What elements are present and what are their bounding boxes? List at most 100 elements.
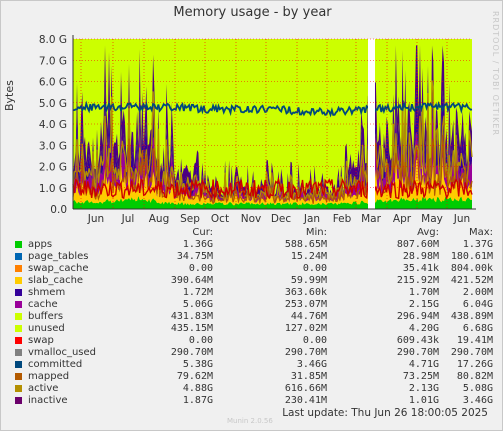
legend-min: 253.07M (284, 299, 327, 310)
legend-swatch (15, 397, 22, 404)
legend-avg: 1.70M (408, 287, 439, 298)
y-tick-label: 7.0 G (39, 55, 67, 67)
legend-row-vmalloc-used: vmalloc_used 290.70M 290.70M 290.70M 290.70M (15, 347, 497, 359)
x-tick-label: Apr (393, 213, 412, 225)
y-tick-label: 6.0 G (39, 77, 67, 89)
x-tick-label: Feb (333, 213, 352, 225)
plot-area: 0.0 1.0 G 2.0 G 3.0 G 4.0 G 5.0 G 6.0 G 7.0 G 8.… (39, 34, 476, 225)
legend-row-unused: unused 435.15M 127.02M 4.20G 6.68G (15, 323, 497, 335)
legend-swatch (15, 361, 22, 368)
y-tick-label: 4.0 G (39, 119, 67, 131)
legend-row-swap-cache: swap_cache 0.00 0.00 35.41k 804.00k (15, 263, 497, 275)
legend-cur: 290.70M (170, 347, 213, 358)
legend-name: apps (28, 239, 53, 250)
chart-title: Memory usage - by year (173, 5, 332, 20)
legend-max: 180.61M (450, 251, 493, 262)
legend-swatch (15, 277, 22, 284)
legend-avg: 4.20G (408, 323, 439, 334)
legend-avg: 28.98M (402, 251, 439, 262)
y-tick-label: 0.0 (50, 204, 67, 216)
legend-min: 31.85M (290, 371, 327, 382)
y-tick-label: 3.0 G (39, 140, 67, 152)
legend-row-active: active 4.88G 616.66M 2.13G 5.08G (15, 383, 497, 395)
y-tick-label: 2.0 G (39, 162, 67, 174)
x-tick-label: Jun (453, 213, 470, 225)
legend-min: 588.65M (284, 239, 327, 250)
legend-max: 19.41M (456, 335, 493, 346)
legend-header-cur: Cur: (192, 227, 213, 238)
legend-swatch (15, 289, 22, 296)
x-tick-label: Sep (180, 213, 200, 225)
series-committed-line (73, 99, 473, 118)
legend-row-committed: committed 5.38G 3.46G 4.71G 17.26G (15, 359, 497, 371)
x-tick-label: Dec (271, 213, 292, 225)
legend-avg: 2.13G (408, 383, 439, 394)
x-tick-label: Jan (303, 213, 320, 225)
legend-swatch (15, 349, 22, 356)
legend-header-max: Max: (468, 227, 493, 238)
x-tick-label: Aug (149, 213, 170, 225)
legend-max: 6.68G (462, 323, 493, 334)
legend-name: committed (28, 359, 83, 370)
legend-cur: 390.64M (170, 275, 213, 286)
legend-name: buffers (28, 311, 64, 322)
x-tick-label: May (421, 213, 443, 225)
legend-cur: 5.38G (182, 359, 213, 370)
legend-avg: 609.43k (396, 335, 439, 346)
legend-header-min: Min: (305, 227, 327, 238)
legend-avg: 296.94M (396, 311, 439, 322)
legend-max: 2.00M (462, 287, 493, 298)
series-cache-top-area (73, 45, 472, 200)
legend-avg: 290.70M (396, 347, 439, 358)
legend-header: Cur: Min: Avg: Max: (15, 227, 497, 239)
legend-cur: 34.75M (176, 251, 213, 262)
legend-cur: 0.00 (188, 335, 213, 346)
legend-swatch (15, 241, 22, 248)
legend-name: vmalloc_used (28, 347, 97, 358)
legend-row-swap: swap 0.00 0.00 609.43k 19.41M (15, 335, 497, 347)
legend-max: 290.70M (450, 347, 493, 358)
legend-max: 804.00k (450, 263, 493, 274)
legend-min: 363.60k (284, 287, 327, 298)
legend-swatch (15, 301, 22, 308)
legend-cur: 431.83M (170, 311, 213, 322)
legend-avg: 35.41k (402, 263, 439, 274)
legend-row-slab-cache: slab_cache 390.64M 59.99M 215.92M 421.52M (15, 275, 497, 287)
legend: Cur: Min: Avg: Max: apps 1.36G 588.65M 807.… (15, 227, 497, 407)
legend-row-cache: cache 5.06G 253.07M 2.15G 6.04G (15, 299, 497, 311)
legend-row-mapped: mapped 79.62M 31.85M 73.25M 80.82M (15, 371, 497, 383)
legend-min: 3.46G (296, 359, 327, 370)
y-tick-label: 1.0 G (39, 183, 67, 195)
series-inactive-line (72, 80, 473, 203)
legend-name: page_tables (28, 251, 89, 262)
legend-name: mapped (28, 371, 70, 382)
legend-name: cache (28, 299, 58, 310)
legend-cur: 79.62M (176, 371, 213, 382)
rrdtool-credit: RRDTOOL / TOBI OETIKER (491, 11, 500, 137)
legend-cur: 1.87G (182, 395, 213, 406)
series-swap-line (72, 176, 473, 201)
series-active-line (72, 134, 473, 205)
legend-max: 421.52M (450, 275, 493, 286)
legend-swatch (15, 253, 22, 260)
x-tick-label: Nov (241, 213, 262, 225)
legend-swatch (15, 265, 22, 272)
y-tick-label: 5.0 G (39, 98, 67, 110)
x-tick-label: Oct (211, 213, 229, 225)
legend-avg: 4.71G (408, 359, 439, 370)
x-tick-label: Jul (121, 213, 135, 225)
legend-name: swap (28, 335, 54, 346)
legend-row-inactive: inactive 1.87G 230.41M 1.01G 3.46G (15, 395, 497, 407)
legend-name: swap_cache (28, 263, 89, 274)
munin-brand: Munin 2.0.56 (227, 417, 273, 425)
legend-min: 0.00 (302, 335, 327, 346)
legend-min: 616.66M (284, 383, 327, 394)
legend-cur: 0.00 (188, 263, 213, 274)
legend-swatch (15, 313, 22, 320)
legend-swatch (15, 337, 22, 344)
legend-swatch (15, 385, 22, 392)
x-tick-label: Jun (87, 213, 104, 225)
y-tick-label: 8.0 G (39, 34, 67, 46)
legend-min: 290.70M (284, 347, 327, 358)
